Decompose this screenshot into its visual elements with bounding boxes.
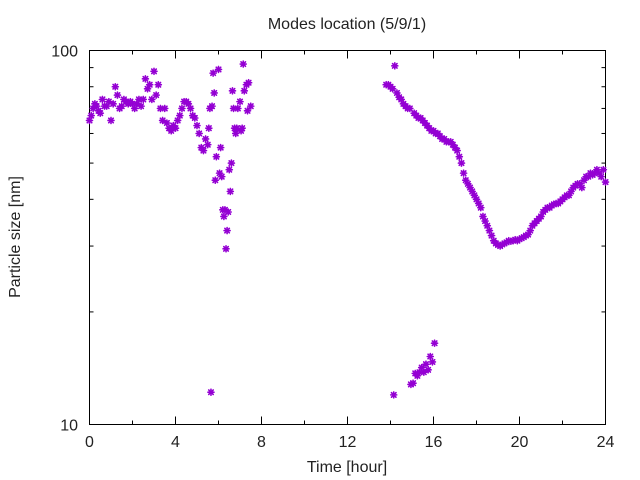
data-point xyxy=(228,87,237,95)
data-point xyxy=(139,95,148,104)
data-point xyxy=(148,95,156,104)
data-point xyxy=(428,358,437,366)
data-point xyxy=(217,172,226,181)
data-point xyxy=(98,95,107,104)
data-point xyxy=(453,146,461,155)
data-point xyxy=(195,129,203,138)
data-point xyxy=(226,187,235,196)
data-point xyxy=(426,352,435,361)
data-point xyxy=(599,165,608,174)
x-tick-label: 24 xyxy=(597,434,615,451)
data-point xyxy=(457,159,466,167)
axis-ticks xyxy=(89,50,606,425)
data-point xyxy=(234,104,242,113)
x-tick-label: 16 xyxy=(425,434,443,451)
data-point xyxy=(137,102,145,110)
data-point xyxy=(223,226,231,235)
data-point xyxy=(207,388,215,397)
data-point xyxy=(117,102,126,110)
data-point xyxy=(246,102,255,110)
data-point xyxy=(487,231,496,240)
x-tick-labels: 0 4 8 12 16 20 24 xyxy=(85,434,614,451)
data-point xyxy=(424,366,432,374)
data-point xyxy=(205,124,213,132)
x-tick-label: 8 xyxy=(257,434,266,451)
data-points xyxy=(85,60,610,399)
x-tick-label: 4 xyxy=(171,434,180,451)
data-point xyxy=(160,104,169,113)
data-point xyxy=(178,104,186,113)
data-point xyxy=(244,78,253,87)
data-point xyxy=(212,152,221,161)
data-point xyxy=(150,67,158,76)
data-point xyxy=(208,102,216,110)
data-point xyxy=(211,176,220,184)
data-point xyxy=(141,75,150,83)
data-point xyxy=(578,183,586,192)
data-point xyxy=(406,104,414,113)
data-point xyxy=(422,360,430,368)
data-point xyxy=(209,69,217,77)
data-point xyxy=(214,65,223,74)
data-point xyxy=(152,91,160,99)
data-point xyxy=(113,91,122,99)
y-tick-label: 100 xyxy=(51,44,78,61)
data-point xyxy=(459,169,468,177)
data-point xyxy=(524,230,532,239)
y-tick-labels: 100 10 xyxy=(51,44,78,435)
data-point xyxy=(87,111,96,120)
data-point xyxy=(220,212,228,221)
data-point xyxy=(389,391,398,399)
chart-title: Modes location (5/9/1) xyxy=(268,16,426,33)
data-point xyxy=(191,114,199,122)
data-point xyxy=(224,208,232,216)
data-point xyxy=(154,80,163,89)
data-point xyxy=(199,146,208,155)
x-axis-label: Time [hour] xyxy=(307,459,387,476)
data-point xyxy=(203,140,212,149)
data-point xyxy=(176,111,184,120)
data-point xyxy=(455,152,464,161)
data-point xyxy=(227,159,236,167)
data-point xyxy=(109,100,117,108)
data-point xyxy=(145,80,154,89)
data-point xyxy=(409,379,417,387)
x-tick-label: 12 xyxy=(339,434,357,451)
x-tick-label: 0 xyxy=(85,434,94,451)
data-point xyxy=(216,143,225,152)
y-tick-label: 10 xyxy=(60,418,78,435)
data-point xyxy=(107,116,115,125)
data-point xyxy=(193,121,201,130)
data-point xyxy=(222,244,230,253)
data-point xyxy=(601,178,610,186)
data-point xyxy=(390,62,399,70)
data-point xyxy=(186,104,195,113)
data-point xyxy=(111,82,120,91)
data-point xyxy=(476,203,485,212)
data-point xyxy=(225,165,234,174)
data-point xyxy=(231,129,240,138)
data-point xyxy=(597,172,606,181)
data-point xyxy=(240,87,249,95)
data-point xyxy=(201,135,210,143)
data-point xyxy=(393,89,401,97)
y-axis-label: Particle size [nm] xyxy=(7,176,24,298)
data-point xyxy=(243,106,252,115)
x-tick-label: 20 xyxy=(511,434,529,451)
data-point xyxy=(96,109,105,117)
data-point xyxy=(485,226,494,235)
data-point xyxy=(210,89,218,97)
data-point xyxy=(236,97,244,106)
data-point xyxy=(167,126,175,135)
data-point xyxy=(238,124,246,132)
data-point xyxy=(239,60,248,68)
data-point xyxy=(430,339,439,347)
data-point xyxy=(163,119,171,127)
data-point xyxy=(171,124,180,132)
